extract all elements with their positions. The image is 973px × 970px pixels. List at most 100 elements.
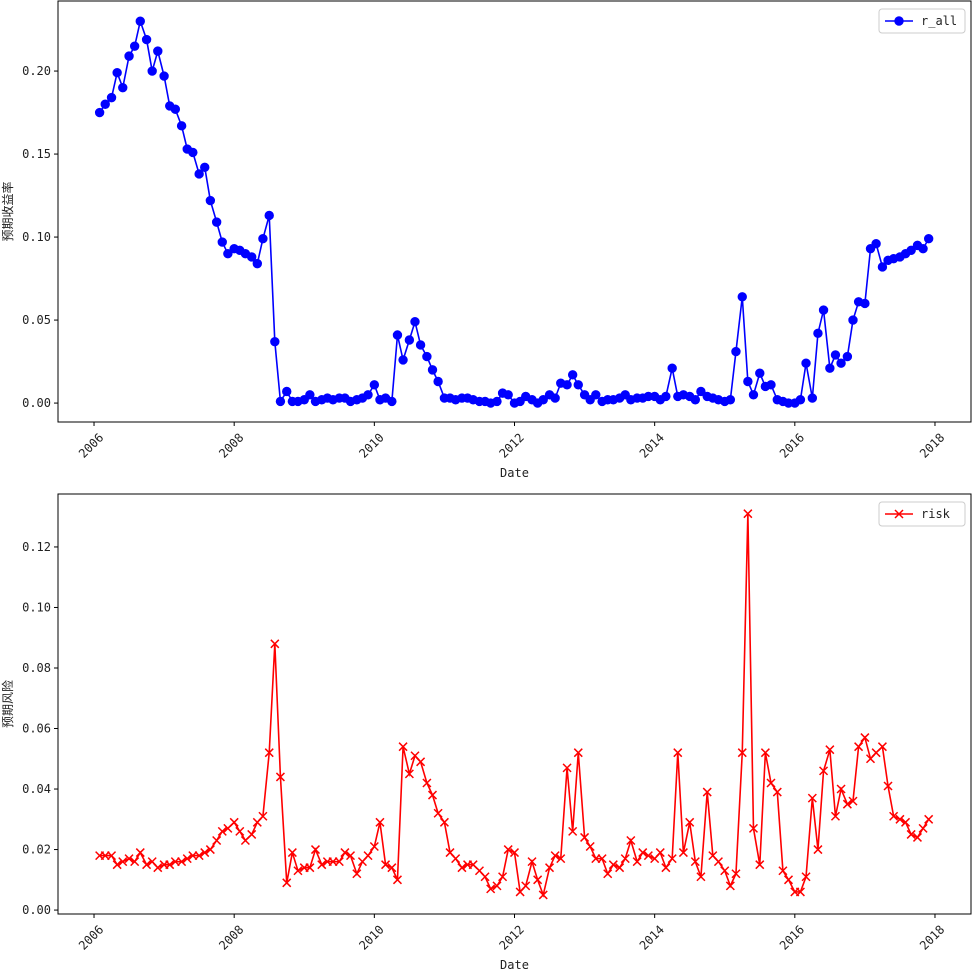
- point: [842, 799, 852, 809]
- point: [129, 41, 140, 51]
- legend-label: risk: [921, 507, 951, 521]
- point: [392, 875, 402, 885]
- point: [848, 315, 858, 325]
- point: [118, 82, 128, 93]
- point: [223, 248, 233, 259]
- point: [918, 243, 928, 254]
- point: [667, 363, 677, 373]
- point: [766, 778, 776, 788]
- point: [702, 787, 712, 797]
- point: [177, 857, 187, 867]
- point: [112, 860, 122, 870]
- plot-frame: [57, 493, 972, 915]
- point: [165, 860, 175, 870]
- point: [310, 845, 321, 855]
- point: [147, 66, 157, 76]
- x-tick-label: 2006: [76, 430, 106, 460]
- point: [410, 317, 420, 327]
- point: [264, 210, 274, 221]
- point: [217, 237, 227, 247]
- point: [597, 854, 607, 864]
- point: [871, 239, 881, 249]
- point: [842, 351, 853, 362]
- point: [901, 817, 911, 827]
- point: [235, 826, 245, 836]
- point: [503, 390, 513, 400]
- point: [124, 854, 134, 864]
- point: [608, 860, 618, 870]
- point: [673, 748, 683, 758]
- point: [369, 380, 380, 390]
- y-tick-label: 0.20: [22, 64, 51, 78]
- x-tick-label: 2012: [497, 922, 527, 952]
- point: [626, 835, 636, 846]
- point: [486, 884, 496, 894]
- y-tick-label: 0.02: [22, 843, 51, 857]
- legend-marker: [894, 16, 904, 26]
- point: [194, 851, 204, 861]
- point: [270, 639, 280, 649]
- point: [498, 872, 508, 882]
- point: [247, 829, 257, 839]
- point: [112, 68, 122, 78]
- x-tick-label: 2014: [637, 922, 667, 952]
- point: [258, 811, 268, 821]
- point: [562, 763, 572, 773]
- legend-frame: [878, 8, 966, 34]
- point: [258, 234, 268, 244]
- point: [538, 890, 548, 900]
- point: [293, 866, 303, 876]
- point: [580, 832, 590, 842]
- x-tick-label: 2006: [76, 922, 106, 952]
- point: [305, 390, 315, 400]
- point: [94, 107, 105, 118]
- y-tick-label: 0.05: [22, 313, 51, 327]
- y-axis-label: 预期收益率: [0, 181, 15, 241]
- y-tick-label: 0.10: [22, 600, 51, 614]
- point: [632, 857, 642, 867]
- point: [807, 793, 817, 803]
- point: [620, 854, 630, 864]
- point: [305, 863, 315, 873]
- series-line: [98, 18, 930, 405]
- point: [848, 796, 858, 806]
- y-axis-label: 预期风险: [0, 680, 15, 728]
- point: [282, 386, 292, 397]
- point: [556, 854, 566, 864]
- point: [492, 396, 502, 407]
- point: [819, 766, 829, 776]
- y-tick-label: 0.00: [22, 396, 51, 410]
- point: [818, 305, 829, 315]
- y-tick-label: 0.08: [22, 661, 51, 675]
- point: [416, 757, 426, 767]
- point: [182, 854, 192, 864]
- point: [422, 778, 432, 788]
- point: [200, 848, 210, 858]
- legend-label: r_all: [921, 14, 957, 28]
- legend-marker: [894, 509, 904, 519]
- point: [667, 854, 677, 864]
- point: [748, 390, 759, 400]
- x-tick-label: 2018: [917, 922, 947, 952]
- point: [813, 845, 823, 855]
- point: [690, 395, 701, 405]
- point: [398, 742, 408, 752]
- subplot: 2006 2008 2010 2012 2014 2016 2018 0.00 0.05 0.10…: [0, 0, 972, 480]
- legend: r_all: [878, 8, 966, 34]
- point: [912, 832, 922, 842]
- point: [918, 823, 928, 833]
- y-tick-label: 0.04: [22, 782, 51, 796]
- point: [906, 245, 916, 256]
- point: [725, 395, 736, 405]
- y-tick-label: 0.10: [22, 230, 51, 244]
- x-axis-label: Date: [500, 466, 529, 480]
- point: [433, 376, 443, 387]
- point: [106, 92, 117, 103]
- point: [877, 742, 887, 752]
- point: [404, 769, 414, 779]
- point: [153, 863, 163, 873]
- point: [661, 391, 671, 402]
- point: [783, 875, 794, 885]
- point: [538, 395, 548, 405]
